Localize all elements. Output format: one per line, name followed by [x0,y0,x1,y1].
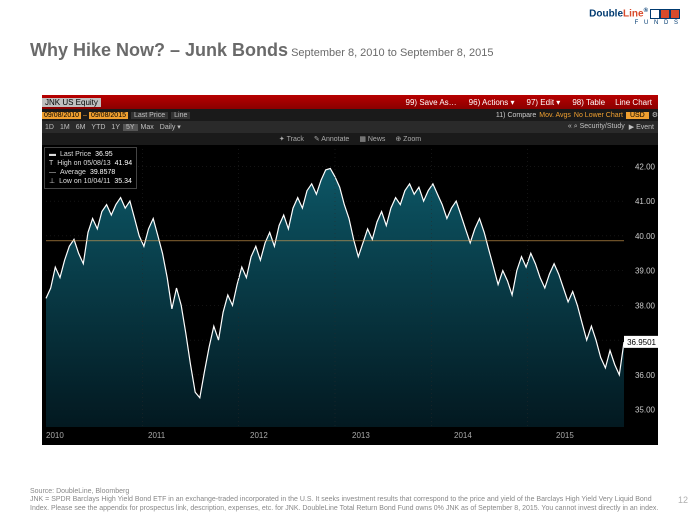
xaxis-year: 2015 [556,431,658,440]
timeframe-6m[interactable]: 6M [73,124,89,131]
svg-text:35.00: 35.00 [635,406,656,415]
page-title: Why Hike Now? – Junk Bonds September 8, … [30,40,670,61]
ticker-label: JNK US Equity [42,98,101,107]
x-axis: 201020112012201320142015 [42,431,658,445]
logo-box [670,9,680,19]
settings-icon[interactable]: ⚙ [652,111,658,119]
nolower-label[interactable]: No Lower Chart [574,112,623,119]
svg-text:36.9501: 36.9501 [627,338,656,347]
track-button[interactable]: ✦ Track [279,135,304,143]
menu-save[interactable]: 99) Save As… [402,98,461,107]
event-button[interactable]: ▶ Event [629,123,654,131]
xaxis-year: 2010 [46,431,148,440]
chart-legend: ▬Last Price36.95 THigh on 05/08/1341.94 … [44,147,137,189]
timeframe-1m[interactable]: 1M [57,124,73,131]
svg-text:41.00: 41.00 [635,197,656,206]
compare-button[interactable]: 11) Compare [496,112,536,119]
svg-text:39.00: 39.00 [635,267,656,276]
timeframe-max[interactable]: Max [138,124,157,131]
source-label: Source: DoubleLine, Bloomberg [30,488,670,496]
logo: DoubleLine® [589,8,680,19]
bloomberg-terminal: JNK US Equity 99) Save As… 96) Actions ▾… [42,95,658,445]
timeframe-bar: 1D1M6MYTD1Y5YMax Daily ▾ « ⌕ Security/St… [42,121,658,133]
logo-funds-label: F U N D S [635,20,680,26]
logo-text: DoubleLine® [589,8,648,19]
page-number: 12 [678,495,688,505]
timeframe-ytd[interactable]: YTD [88,124,108,131]
timeframe-1y[interactable]: 1Y [108,124,123,131]
lastprice-label[interactable]: Last Price [131,112,168,119]
usd-badge[interactable]: USD [626,112,649,119]
chart-type-label: Line Chart [609,98,658,107]
footer: Source: DoubleLine, Bloomberg JNK = SPDR… [30,488,670,513]
timeframe-5y[interactable]: 5Y [123,124,138,131]
date-from[interactable]: 09/08/2010 [42,112,81,119]
svg-text:38.00: 38.00 [635,301,656,310]
xaxis-year: 2014 [454,431,556,440]
news-button[interactable]: ▦ News [359,135,385,143]
daily-dropdown[interactable]: Daily ▾ [157,123,184,131]
logo-box [650,9,660,19]
svg-text:42.00: 42.00 [635,162,656,171]
price-chart[interactable]: 35.0036.0037.0038.0039.0040.0041.0042.00… [42,145,658,431]
logo-box [660,9,670,19]
tool-bar: ✦ Track ✎ Annotate ▦ News ⊕ Zoom [42,133,658,145]
disclaimer: JNK = SPDR Barclays High Yield Bond ETF … [30,496,670,513]
zoom-button[interactable]: ⊕ Zoom [395,135,421,143]
date-to[interactable]: 09/08/2015 [89,112,128,119]
xaxis-year: 2013 [352,431,454,440]
svg-text:40.00: 40.00 [635,232,656,241]
svg-text:36.00: 36.00 [635,371,656,380]
terminal-titlebar: JNK US Equity 99) Save As… 96) Actions ▾… [42,95,658,109]
date-dash: – [81,112,89,119]
annotate-button[interactable]: ✎ Annotate [314,135,349,143]
movavg-label[interactable]: Mov. Avgs [539,112,571,119]
security-study[interactable]: « ⌕ Security/Study [568,123,625,131]
menu-table[interactable]: 98) Table [568,98,609,107]
menu-actions[interactable]: 96) Actions ▾ [465,98,519,107]
timeframe-1d[interactable]: 1D [42,124,57,131]
xaxis-year: 2011 [148,431,250,440]
menu-edit[interactable]: 97) Edit ▾ [523,98,565,107]
xaxis-year: 2012 [250,431,352,440]
terminal-menu: 99) Save As… 96) Actions ▾ 97) Edit ▾ 98… [402,98,610,107]
line-label[interactable]: Line [171,112,190,119]
logo-boxes [650,9,680,19]
terminal-params: 09/08/2010 – 09/08/2015 Last Price Line … [42,109,658,121]
